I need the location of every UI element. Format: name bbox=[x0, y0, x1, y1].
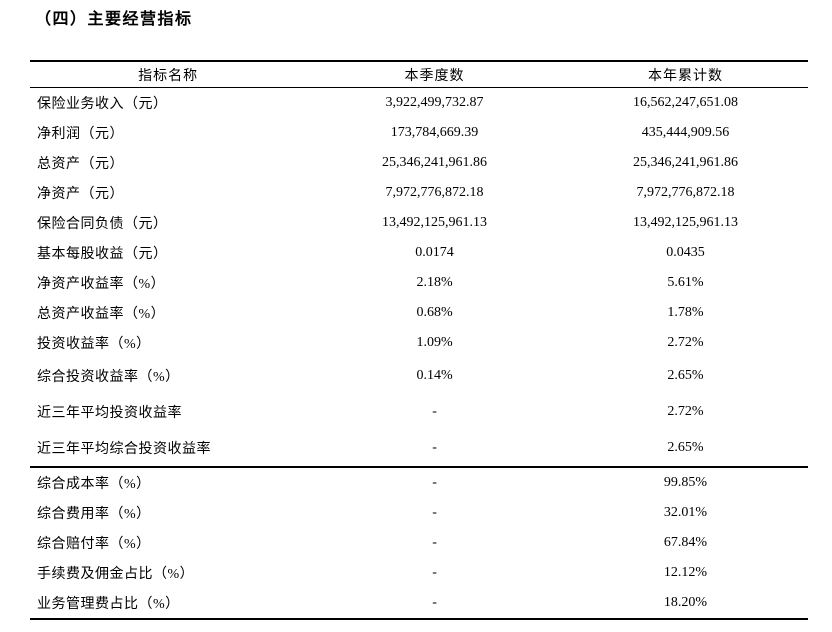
ytd-value-cell: 435,444,909.56 bbox=[641, 125, 730, 140]
indicator-name-cell: 总资产（元） bbox=[37, 157, 124, 172]
table-row: 综合赔付率（%） - 67.84% bbox=[30, 528, 808, 558]
table-row: 手续费及佣金占比（%） - 12.12% bbox=[30, 558, 808, 588]
ytd-value-cell: 0.0435 bbox=[666, 245, 705, 260]
indicator-name-cell: 投资收益率（%） bbox=[37, 337, 151, 352]
quarter-value-cell: - bbox=[432, 535, 437, 550]
quarter-value-cell: - bbox=[432, 565, 437, 580]
quarter-value-cell: 13,492,125,961.13 bbox=[382, 215, 488, 230]
table-row: 基本每股收益（元） 0.0174 0.0435 bbox=[30, 238, 808, 268]
table-row: 总资产（元） 25,346,241,961.86 25,346,241,961.… bbox=[30, 148, 808, 178]
indicator-name-cell: 保险业务收入（元） bbox=[37, 97, 168, 112]
ytd-value-cell: 32.01% bbox=[663, 505, 708, 520]
indicator-name-cell: 净资产收益率（%） bbox=[37, 277, 166, 292]
indicator-name-cell: 近三年平均综合投资收益率 bbox=[37, 442, 211, 457]
table-row: 近三年平均综合投资收益率 - 2.65% bbox=[30, 430, 808, 466]
table-section-lower: 综合成本率（%） - 99.85% 综合费用率（%） - 32.01% 综合赔付… bbox=[30, 466, 808, 618]
quarter-value-cell: - bbox=[432, 404, 437, 419]
ytd-value-cell: 5.61% bbox=[667, 275, 704, 290]
quarter-value-cell: - bbox=[432, 595, 437, 610]
ytd-value-cell: 18.20% bbox=[663, 595, 708, 610]
ytd-value-cell: 16,562,247,651.08 bbox=[632, 95, 738, 110]
header-ytd: 本年累计数 bbox=[647, 68, 723, 84]
table-row: 净利润（元） 173,784,669.39 435,444,909.56 bbox=[30, 118, 808, 148]
quarter-value-cell: 2.18% bbox=[416, 275, 453, 290]
table-header-row: 指标名称 本季度数 本年累计数 bbox=[30, 62, 808, 88]
ytd-value-cell: 13,492,125,961.13 bbox=[632, 215, 738, 230]
ytd-value-cell: 99.85% bbox=[663, 475, 708, 490]
indicator-name-cell: 总资产收益率（%） bbox=[37, 307, 166, 322]
quarter-value-cell: 25,346,241,961.86 bbox=[382, 155, 488, 170]
quarter-value-cell: 3,922,499,732.87 bbox=[385, 95, 484, 110]
indicator-name-cell: 净利润（元） bbox=[37, 127, 124, 142]
header-indicator-name: 指标名称 bbox=[138, 68, 199, 84]
indicator-name-cell: 综合投资收益率（%） bbox=[37, 370, 180, 385]
ytd-value-cell: 2.65% bbox=[667, 440, 704, 455]
table-row: 综合费用率（%） - 32.01% bbox=[30, 498, 808, 528]
indicator-name-cell: 近三年平均投资收益率 bbox=[37, 406, 182, 421]
table-row: 投资收益率（%） 1.09% 2.72% bbox=[30, 328, 808, 358]
indicator-name-cell: 综合成本率（%） bbox=[37, 477, 151, 492]
ytd-value-cell: 67.84% bbox=[663, 535, 708, 550]
quarter-value-cell: - bbox=[432, 505, 437, 520]
section-title: （四）主要经营指标 bbox=[35, 11, 193, 28]
indicator-name-cell: 手续费及佣金占比（%） bbox=[37, 567, 195, 582]
quarter-value-cell: 1.09% bbox=[416, 335, 453, 350]
quarter-value-cell: 0.0174 bbox=[415, 245, 454, 260]
indicator-name-cell: 业务管理费占比（%） bbox=[37, 597, 180, 612]
ytd-value-cell: 2.72% bbox=[667, 335, 704, 350]
quarter-value-cell: 0.68% bbox=[416, 305, 453, 320]
indicators-table: 指标名称 本季度数 本年累计数 保险业务收入（元） 3,922,499,732.… bbox=[30, 60, 808, 620]
table-row: 总资产收益率（%） 0.68% 1.78% bbox=[30, 298, 808, 328]
ytd-value-cell: 1.78% bbox=[667, 305, 704, 320]
ytd-value-cell: 25,346,241,961.86 bbox=[632, 155, 738, 170]
quarter-value-cell: - bbox=[432, 475, 437, 490]
table-row: 近三年平均投资收益率 - 2.72% bbox=[30, 394, 808, 430]
ytd-value-cell: 2.65% bbox=[667, 368, 704, 383]
quarter-value-cell: - bbox=[432, 440, 437, 455]
table-row: 综合投资收益率（%） 0.14% 2.65% bbox=[30, 358, 808, 394]
indicator-name-cell: 保险合同负债（元） bbox=[37, 217, 168, 232]
ytd-value-cell: 12.12% bbox=[663, 565, 708, 580]
ytd-value-cell: 2.72% bbox=[667, 404, 704, 419]
table-row: 保险合同负债（元） 13,492,125,961.13 13,492,125,9… bbox=[30, 208, 808, 238]
indicator-name-cell: 基本每股收益（元） bbox=[37, 247, 168, 262]
table-row: 综合成本率（%） - 99.85% bbox=[30, 468, 808, 498]
table-section-upper: 保险业务收入（元） 3,922,499,732.87 16,562,247,65… bbox=[30, 88, 808, 466]
table-row: 保险业务收入（元） 3,922,499,732.87 16,562,247,65… bbox=[30, 88, 808, 118]
table-row: 业务管理费占比（%） - 18.20% bbox=[30, 588, 808, 618]
ytd-value-cell: 7,972,776,872.18 bbox=[636, 185, 735, 200]
quarter-value-cell: 7,972,776,872.18 bbox=[385, 185, 484, 200]
table-row: 净资产（元） 7,972,776,872.18 7,972,776,872.18 bbox=[30, 178, 808, 208]
quarter-value-cell: 173,784,669.39 bbox=[390, 125, 479, 140]
indicator-name-cell: 净资产（元） bbox=[37, 187, 124, 202]
indicator-name-cell: 综合费用率（%） bbox=[37, 507, 151, 522]
quarter-value-cell: 0.14% bbox=[416, 368, 453, 383]
table-row: 净资产收益率（%） 2.18% 5.61% bbox=[30, 268, 808, 298]
indicator-name-cell: 综合赔付率（%） bbox=[37, 537, 151, 552]
header-quarter: 本季度数 bbox=[404, 68, 465, 84]
